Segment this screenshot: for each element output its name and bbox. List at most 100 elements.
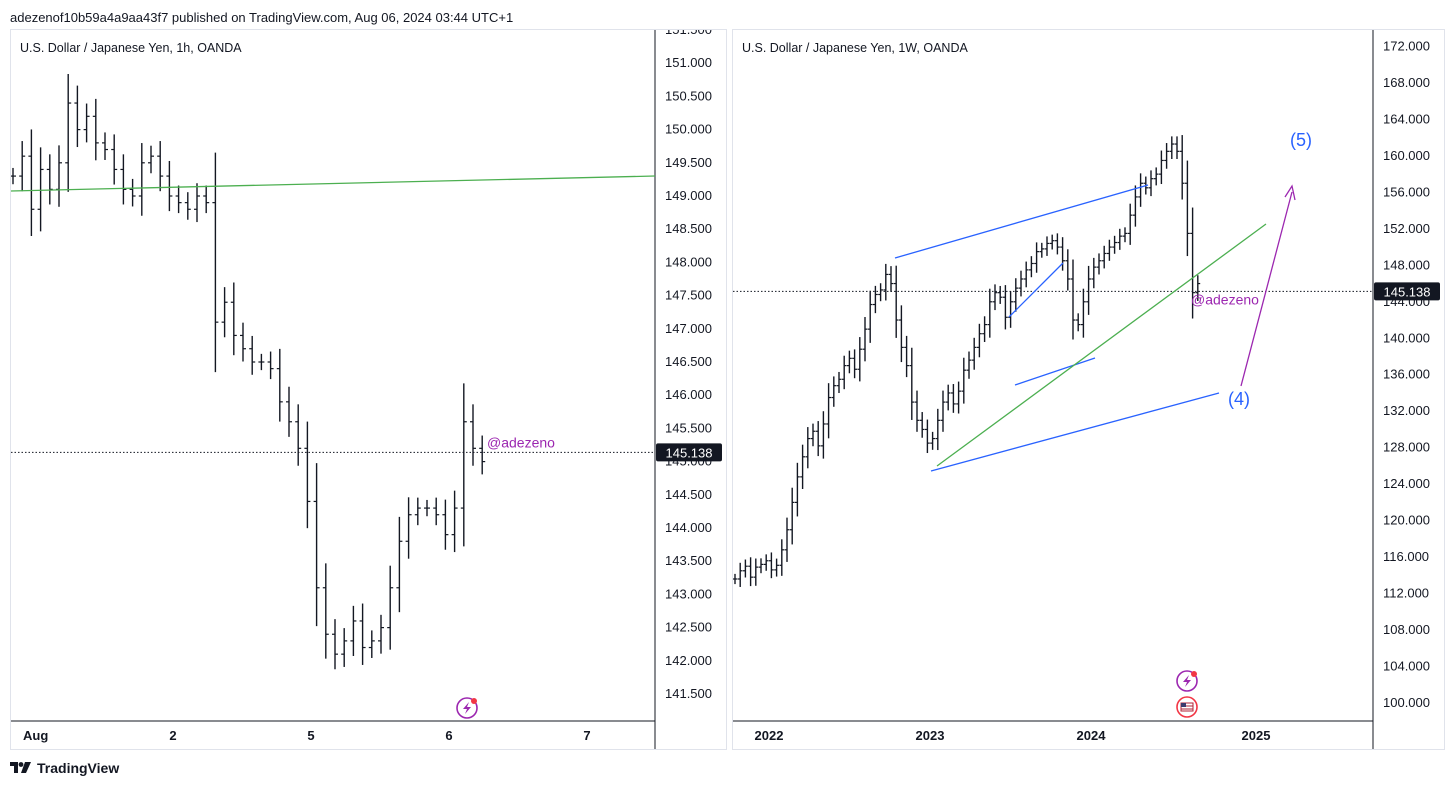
ohlc-bar [1060,237,1065,271]
ohlc-bar [138,143,145,216]
ohlc-bar [795,462,800,517]
ohlc-bar [1138,173,1143,207]
y-tick-label: 164.000 [1383,111,1430,126]
ohlc-bar [65,73,72,192]
ohlc-bar [230,282,237,356]
lightning-icon [1176,670,1198,692]
y-tick-label: 148.500 [665,221,712,236]
y-tick-label: 150.500 [665,88,712,103]
y-tick-label: 156.000 [1383,184,1430,199]
x-tick-label: Aug [23,728,48,743]
ohlc-bar [1164,143,1169,169]
y-tick-label: 120.000 [1383,513,1430,528]
ohlc-bar [157,141,164,192]
ohlc-bar [821,411,826,459]
ohlc-bar [909,347,915,420]
ohlc-bar [1023,261,1029,288]
ohlc-bar [221,287,228,338]
ohlc-bar [1117,228,1123,250]
ohlc-bar [758,558,764,574]
y-tick-label: 136.000 [1383,367,1430,382]
ohlc-bar [1070,259,1076,340]
ohlc-bar [120,154,127,205]
ohlc-bar [414,497,421,526]
ohlc-bar [295,404,302,466]
ohlc-bar [83,103,90,143]
weekly-chart-panel[interactable]: 176.000172.000168.000164.000160.000156.0… [732,29,1445,750]
y-tick-label: 143.000 [665,586,712,601]
projection-arrowhead [1284,184,1296,201]
ohlc-bar [286,386,292,437]
ohlc-bar [378,614,384,654]
weekly-chart-canvas[interactable]: 176.000172.000168.000164.000160.000156.0… [733,30,1445,750]
y-tick-label: 128.000 [1383,440,1430,455]
ohlc-bar [203,185,210,214]
ohlc-bar [1101,245,1107,269]
ohlc-bar [148,145,154,174]
y-tick-label: 104.000 [1383,659,1430,674]
ohlc-bar [19,141,26,192]
ohlc-bar [304,421,311,529]
ohlc-bar [857,337,863,382]
ohlc-bar [836,371,842,394]
ohlc-bar [276,348,283,422]
ohlc-bar [341,628,348,667]
tradingview-logo-icon [10,762,31,773]
y-tick-label: 172.000 [1383,38,1430,53]
ohlc-bar [322,563,329,659]
lightning-icon-dot [1191,671,1197,677]
lightning-icon-bolt [1183,675,1191,687]
y-tick-label: 108.000 [1383,622,1430,637]
x-tick-label: 6 [445,728,452,743]
y-tick-label: 148.000 [1383,257,1430,272]
ohlc-bar [479,435,486,475]
hourly-chart-panel[interactable]: 151.500 151.000 150.500 150.000 149.500 149.0… [10,29,727,750]
lightning-icon-bolt [463,702,471,714]
ohlc-bar [194,183,200,223]
y-tick-label: 142.500 [665,620,712,635]
y-tick-label: 145.500 [665,420,712,435]
ohlc-bar [1133,185,1138,227]
ohlc-bar [451,490,458,553]
ohlc-bar [1091,257,1097,289]
ohlc-bar [1096,253,1102,275]
ohlc-bar [789,487,795,545]
y-tick-label: 151.500 [665,30,712,37]
x-tick-label: 7 [583,728,590,743]
ohlc-bar [1003,285,1008,330]
ohlc-bar [470,404,476,466]
ohlc-bar [460,383,467,547]
tradingview-brand[interactable]: TradingView [10,760,119,776]
ohlc-bar [405,497,412,559]
y-tick-label: 100.000 [1383,695,1430,710]
ohlc-bar [1159,150,1164,185]
ohlc-bar [945,384,951,411]
inner-channel-bottom-line [1014,357,1096,386]
y-tick-label: 149.000 [665,188,712,203]
ohlc-bar [1107,239,1112,261]
ohlc-bar [810,423,816,447]
ohlc-bar [1153,167,1159,186]
x-tick-label: 2025 [1242,728,1271,743]
ohlc-bar [1122,227,1128,243]
y-tick-label: 140.000 [1383,330,1430,345]
ohlc-bar [956,381,961,414]
y-tick-label: 116.000 [1383,549,1429,564]
watermark-text: @adezeno [1191,291,1259,307]
ohlc-bar [175,185,182,214]
y-tick-label: 150.000 [665,122,712,137]
y-tick-label: 152.000 [1383,221,1430,236]
channel-top-line [894,184,1149,259]
ohlc-bar [424,499,430,517]
ohlc-bar [805,427,811,469]
ohlc-bar [350,605,357,656]
ohlc-bar [940,390,946,432]
hourly-chart-canvas[interactable]: 151.500 151.000 150.500 150.000 149.500 149.0… [11,30,727,750]
ohlc-bar [763,554,769,571]
y-tick-label: 147.500 [665,288,712,303]
ohlc-bar [966,351,972,379]
ohlc-bar [852,349,857,379]
y-tick-label: 146.500 [665,354,712,369]
ohlc-bar [37,147,44,232]
y-tick-label: 168.000 [1383,75,1430,90]
